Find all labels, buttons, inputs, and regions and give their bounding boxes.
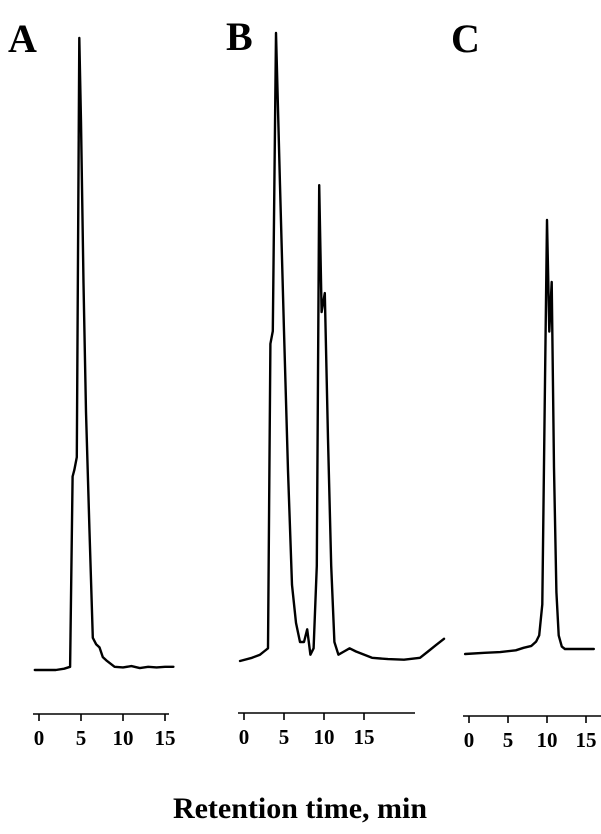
x-tick-label-a-5: 5 bbox=[76, 726, 87, 750]
x-tick-label-c-15: 15 bbox=[576, 728, 597, 752]
x-tick-label-b-0: 0 bbox=[239, 725, 250, 749]
x-tick-label-c-10: 10 bbox=[537, 728, 558, 752]
x-tick-label-b-15: 15 bbox=[354, 725, 375, 749]
trace-line-b bbox=[238, 31, 446, 663]
panel-label-b: B bbox=[226, 14, 253, 59]
panel-label-c: C bbox=[451, 16, 480, 61]
x-tick-label-a-0: 0 bbox=[34, 726, 45, 750]
x-tick-label-a-10: 10 bbox=[113, 726, 134, 750]
panel-label-a: A bbox=[8, 16, 37, 61]
chromatogram-panel-c: 0 5 10 15 bbox=[463, 218, 601, 752]
x-tick-label-a-15: 15 bbox=[155, 726, 176, 750]
trace-line-c bbox=[463, 218, 595, 656]
trace-line-a bbox=[33, 36, 175, 672]
x-tick-label-b-5: 5 bbox=[279, 725, 290, 749]
chromatogram-panel-b: 0 5 10 15 bbox=[238, 31, 446, 749]
x-tick-label-c-0: 0 bbox=[464, 728, 475, 752]
chromatogram-panel-a: 0 5 10 15 bbox=[33, 36, 176, 750]
x-axis-title: Retention time, min bbox=[173, 792, 427, 825]
x-tick-label-b-10: 10 bbox=[314, 725, 335, 749]
x-tick-label-c-5: 5 bbox=[503, 728, 514, 752]
